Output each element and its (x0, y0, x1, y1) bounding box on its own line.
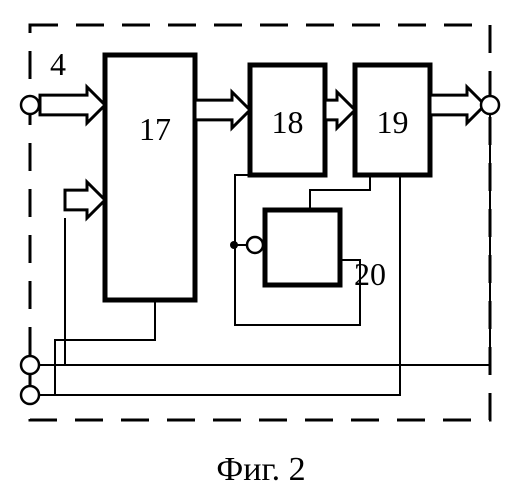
wire-20-to-18 (235, 175, 250, 245)
wire-fb1-up (40, 218, 65, 365)
terminal-output_right (481, 96, 499, 114)
terminal-feedback1 (21, 356, 39, 374)
wire-fb2-to-17 (40, 300, 155, 395)
figure-caption: Фиг. 2 (216, 451, 305, 488)
arrow-a_19_out (430, 87, 485, 123)
block-20 (265, 210, 340, 285)
arrow-a_in_17_top (40, 87, 105, 123)
label-block-18: 18 (272, 104, 304, 140)
terminal-input_left (21, 96, 39, 114)
block-17 (105, 55, 195, 300)
terminal-feedback2 (21, 386, 39, 404)
arrow-a_in_17_bot (65, 182, 105, 218)
label-block-17: 17 (139, 111, 171, 147)
label-terminal-4: 4 (50, 46, 66, 82)
label-block-20: 20 (354, 256, 386, 292)
arrow-a_18_19 (325, 92, 355, 128)
label-block-19: 19 (377, 104, 409, 140)
wire-19-to-20 (310, 175, 370, 210)
arrow-a_17_18 (195, 92, 250, 128)
junction-dot (230, 241, 238, 249)
terminal-center_node (247, 237, 263, 253)
